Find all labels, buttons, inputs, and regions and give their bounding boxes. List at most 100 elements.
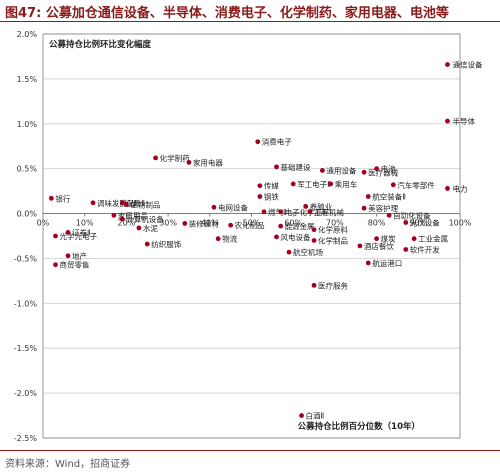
data-label: 传媒 — [264, 181, 279, 191]
data-label: 燃气Ⅱ — [268, 207, 287, 217]
data-label: 化学制药 — [160, 153, 190, 163]
y-tick-label: 0.0% — [17, 210, 38, 219]
data-point — [311, 227, 317, 233]
data-point — [361, 205, 367, 211]
data-point — [403, 247, 409, 252]
y-tick-label: -1.5% — [14, 344, 38, 353]
data-point — [278, 223, 284, 229]
data-point — [390, 182, 396, 188]
data-point — [111, 212, 117, 218]
data-point — [228, 222, 234, 228]
data-point — [445, 186, 450, 191]
data-point — [278, 209, 284, 215]
figure-header: 图47: 公募加仓通信设备、半导体、消费电子、化学制药、家用电器、电池等 — [0, 0, 500, 22]
plot-frame — [42, 33, 461, 439]
data-label: 地产 — [72, 251, 87, 261]
data-point — [261, 209, 267, 215]
data-label: 白酒Ⅱ — [306, 411, 325, 421]
y-tick-label: -0.5% — [14, 254, 38, 263]
data-label: 煤炭 — [381, 234, 396, 244]
x-tick-label: 0% — [37, 219, 50, 228]
y-tick-label: 1.0% — [17, 120, 38, 129]
data-label: 水泥 — [143, 223, 158, 233]
data-label: 医疗服务 — [318, 280, 348, 290]
data-point — [299, 413, 304, 418]
data-point — [257, 194, 263, 199]
data-label: 美容护理 — [368, 203, 398, 213]
data-point — [182, 221, 188, 226]
data-label: 保险Ⅱ — [126, 198, 145, 208]
data-label: 消费电子 — [262, 137, 292, 147]
data-point — [186, 159, 192, 165]
source-note: 资料来源：Wind，招商证券 — [5, 459, 131, 470]
data-point — [303, 203, 309, 209]
data-point — [307, 209, 313, 215]
x-tick-label: 10% — [76, 219, 94, 228]
x-tick-label: 90% — [409, 219, 427, 228]
data-point — [374, 236, 379, 242]
data-point — [274, 164, 279, 170]
data-point — [255, 139, 261, 145]
data-label: 纺织服饰 — [151, 239, 181, 249]
data-label: 酒店餐饮 — [364, 241, 394, 251]
data-label: 光学光电子 — [60, 231, 98, 241]
x-tick-label: 20% — [118, 219, 136, 228]
x-tick-label: 30% — [159, 219, 177, 228]
data-label: 工程机械 — [314, 207, 344, 217]
data-point — [365, 194, 371, 199]
data-label: 基础建设 — [281, 162, 311, 172]
y-tick-label: -2.5% — [14, 434, 38, 443]
data-label: 调味发酵品Ⅱ — [97, 198, 138, 208]
y-tick-label: -2.0% — [14, 389, 38, 398]
data-label: 航空机场 — [293, 247, 323, 257]
data-point — [53, 262, 58, 268]
x-tick-label: 50% — [243, 219, 261, 228]
data-point — [357, 243, 363, 249]
data-label: 物流 — [222, 234, 237, 244]
data-point — [319, 168, 325, 173]
data-label: 乘用车 — [335, 179, 358, 189]
data-point — [65, 253, 71, 259]
x-tick-label: 70% — [326, 219, 344, 228]
data-point — [124, 202, 129, 207]
data-point — [257, 183, 263, 189]
data-label: 光伏设备 — [410, 218, 440, 228]
data-point — [445, 118, 450, 124]
y-tick-label: 2.0% — [17, 30, 38, 39]
data-point — [361, 169, 367, 175]
data-label: 装修建材 — [189, 218, 219, 228]
data-label: 工业金属 — [418, 234, 448, 244]
data-label: 军工电子Ⅱ — [297, 179, 331, 189]
data-point — [215, 236, 221, 242]
data-label: 农化制品 — [235, 220, 265, 230]
data-point — [311, 238, 317, 243]
data-label: 风电设备 — [281, 232, 311, 242]
data-label: 家居用品 — [118, 210, 148, 220]
data-label: 计算机设备 — [126, 214, 164, 224]
header-rule — [0, 21, 500, 22]
x-tick-label: 80% — [368, 219, 386, 228]
data-label: 电子化学品Ⅱ — [285, 207, 326, 217]
data-label: 养殖业 — [310, 201, 333, 211]
data-point — [311, 282, 317, 288]
data-label: 航运港口 — [372, 258, 402, 268]
data-point — [211, 204, 217, 210]
data-point — [119, 200, 125, 206]
data-label: 化学制品 — [318, 235, 348, 245]
data-point — [328, 181, 334, 187]
data-point — [144, 241, 150, 247]
x-tick-label: 60% — [284, 219, 302, 228]
data-point — [153, 155, 158, 161]
data-point — [286, 249, 292, 255]
data-label: 通信设备 — [452, 60, 482, 70]
data-label: 化学原料 — [318, 225, 348, 235]
data-point — [274, 234, 279, 240]
data-point — [445, 62, 450, 67]
data-label: 电力 — [452, 183, 467, 193]
y-axis-label: 公募持仓比例环比变化幅度 — [49, 39, 152, 50]
figure-title: 图47: 公募加仓通信设备、半导体、消费电子、化学制药、家用电器、电池等 — [5, 6, 449, 21]
data-point — [386, 212, 392, 218]
data-label: 商贸零售 — [60, 260, 90, 270]
data-point — [290, 181, 296, 187]
y-tick-label: 1.5% — [17, 75, 38, 84]
